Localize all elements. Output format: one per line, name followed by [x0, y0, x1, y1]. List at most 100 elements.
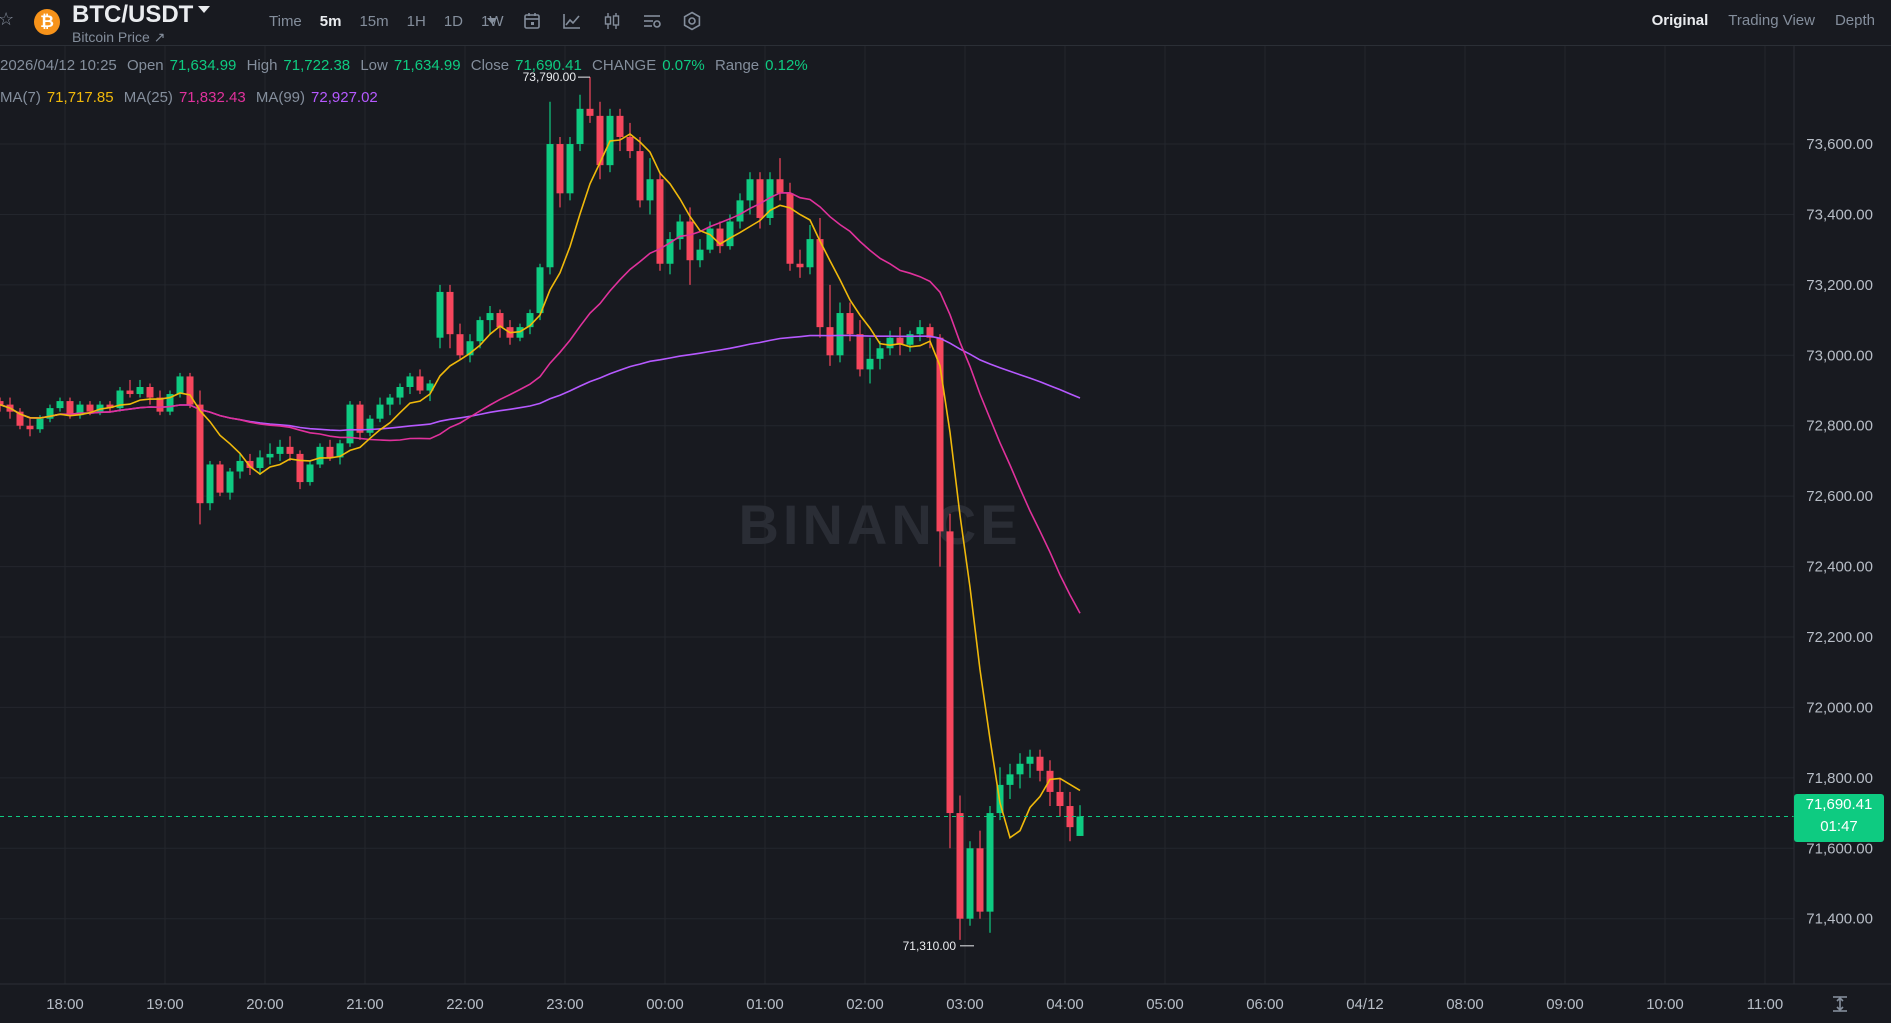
candle-body — [466, 341, 474, 356]
y-tick-label: 71,800.00 — [1806, 770, 1873, 787]
candle-body — [1076, 816, 1084, 836]
candle-body — [436, 291, 444, 338]
candle-body — [746, 179, 754, 201]
chart-settings-sliders-icon[interactable] — [642, 11, 662, 31]
candle-body — [796, 263, 804, 268]
ohlc-datetime: 2026/04/12 10:25 — [0, 57, 117, 74]
indicators-icon[interactable] — [562, 11, 582, 31]
candle-body — [906, 334, 914, 345]
ohlc-high-label: High — [246, 57, 278, 74]
candle-body — [876, 348, 884, 359]
last-price-value: 71,690.41 — [1805, 796, 1873, 813]
x-tick-label: 08:00 — [1446, 996, 1484, 1013]
chart-grid — [0, 46, 1794, 984]
candle-body — [36, 418, 44, 430]
candle-body — [676, 221, 684, 240]
y-tick-label: 72,200.00 — [1806, 629, 1873, 646]
candle-body — [126, 390, 134, 395]
x-tick-label: 04:00 — [1046, 996, 1084, 1013]
candle-body — [206, 464, 214, 504]
candle-body — [386, 397, 394, 405]
candle-body — [286, 446, 294, 454]
interval-time[interactable]: Time — [269, 13, 302, 30]
time-axis[interactable]: 18:00 19:00 20:00 21:00 22:00 23:00 00:00 01:00… — [0, 983, 1891, 1013]
ma7-value: 71,717.85 — [46, 89, 114, 106]
y-tick-label: 73,200.00 — [1806, 277, 1873, 294]
candle-body — [686, 221, 694, 261]
ma99-value: 72,927.02 — [311, 89, 378, 106]
interval-1h[interactable]: 1H — [406, 13, 426, 30]
candles-layer — [0, 77, 1084, 940]
interval-5m[interactable]: 5m — [319, 13, 342, 30]
candle-body — [816, 239, 824, 328]
candle-body — [916, 327, 924, 335]
price-axis[interactable]: 73,600.00 73,400.00 73,200.00 73,000.00 72,8… — [1793, 46, 1873, 984]
symbol-subtitle-link[interactable]: Bitcoin Price ↗ — [72, 29, 166, 45]
symbol-title[interactable]: BTC/USDT — [72, 1, 194, 28]
ma7-line — [0, 133, 1081, 839]
candle-countdown: 01:47 — [1820, 818, 1858, 835]
ohlc-close-value: 71,690.41 — [515, 57, 582, 74]
symbol-dropdown-caret-icon[interactable] — [198, 6, 210, 13]
candle-body — [336, 443, 344, 458]
chart-type-candles-icon[interactable] — [602, 11, 622, 31]
binance-watermark: BINANCE — [738, 493, 1021, 556]
y-tick-label: 72,000.00 — [1806, 699, 1873, 716]
scale-toggle-icon[interactable] — [1830, 994, 1850, 1014]
x-tick-label: 22:00 — [446, 996, 484, 1013]
settings-gear-icon[interactable] — [682, 11, 702, 31]
candle-body — [396, 386, 404, 398]
candle-body — [586, 108, 594, 116]
candle-body — [866, 358, 874, 370]
view-original-tab[interactable]: Original — [1651, 12, 1709, 29]
candle-body — [566, 144, 574, 194]
candle-body — [76, 404, 84, 416]
more-intervals-chevron-icon[interactable] — [487, 18, 497, 24]
favorite-star-icon[interactable]: ☆ — [0, 9, 15, 29]
candle-body — [716, 228, 724, 247]
x-tick-label: 18:00 — [46, 996, 84, 1013]
view-switcher: Original Trading View Depth — [1652, 12, 1875, 29]
candle-body — [266, 453, 274, 458]
candle-body — [846, 313, 854, 335]
candle-body — [526, 313, 534, 328]
candle-body — [1016, 763, 1024, 775]
candle-body — [216, 464, 224, 493]
x-tick-label: 21:00 — [346, 996, 384, 1013]
candle-body — [926, 327, 934, 338]
candle-body — [236, 460, 244, 472]
bitcoin-logo-icon: ₿ — [34, 9, 60, 35]
candlestick-chart[interactable]: BINANCE 73,790.00 71,310.00 73,600.00 73,4… — [0, 46, 1891, 1023]
candle-body — [246, 460, 254, 468]
candle-body — [936, 337, 944, 532]
candle-body — [536, 267, 544, 314]
ohlc-range-label: Range — [714, 57, 760, 74]
candle-body — [736, 200, 744, 222]
candle-body — [946, 531, 954, 814]
candle-body — [476, 320, 484, 342]
interval-1d[interactable]: 1D — [443, 13, 464, 30]
candle-body — [226, 471, 234, 493]
candle-body — [856, 334, 864, 370]
ohlc-open-value: 71,634.99 — [169, 57, 237, 74]
candle-body — [836, 313, 844, 356]
candle-body — [626, 136, 634, 152]
x-tick-label: 04/12 — [1346, 996, 1384, 1013]
candle-body — [366, 418, 374, 433]
high-low-annotations: 73,790.00 71,310.00 — [523, 70, 974, 953]
last-price-tag: 71,690.41 01:47 — [1794, 794, 1884, 842]
ohlc-high-value: 71,722.38 — [283, 57, 351, 74]
top-bar: ☆ ₿ BTC/USDT Bitcoin Price ↗ Time 5m 15m… — [0, 0, 1891, 46]
candle-body — [1036, 756, 1044, 771]
view-depth-tab[interactable]: Depth — [1834, 12, 1875, 29]
calendar-icon[interactable] — [522, 11, 542, 31]
x-tick-label: 11:00 — [1747, 996, 1783, 1013]
x-tick-label: 02:00 — [846, 996, 884, 1013]
interval-15m[interactable]: 15m — [359, 13, 389, 30]
candle-body — [966, 848, 974, 919]
view-tradingview-tab[interactable]: Trading View — [1728, 12, 1815, 29]
candle-body — [1026, 756, 1034, 764]
candle-body — [346, 404, 354, 444]
ohlc-readout: 2026/04/12 10:25 Open 71,634.99 High 71,72… — [0, 57, 814, 74]
y-tick-label: 72,800.00 — [1806, 418, 1873, 435]
